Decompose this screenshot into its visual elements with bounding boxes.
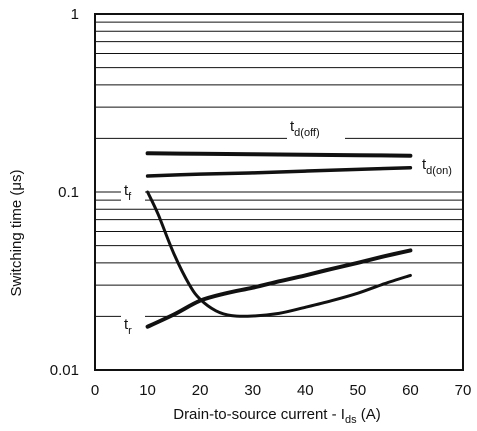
data-series <box>145 151 413 329</box>
y-tick-label: 1 <box>71 6 79 23</box>
y-tick-label: 0.01 <box>50 362 79 379</box>
series-label-doff: td(off) <box>290 118 320 139</box>
x-axis-title: Drain-to-source current - Ids (A) <box>173 406 381 426</box>
y-tick-label: 0.1 <box>58 184 79 201</box>
x-tick-label: 40 <box>297 382 314 399</box>
x-tick-label: 10 <box>139 382 156 399</box>
x-tick-label: 50 <box>350 382 367 399</box>
x-tick-label: 0 <box>91 382 99 399</box>
x-tick-label: 30 <box>244 382 261 399</box>
tick-labels: 0 10 20 30 40 50 60 70 0.01 0.1 1 <box>50 6 472 399</box>
gridlines <box>95 13 463 371</box>
series-line-r <box>145 248 413 329</box>
series-label-background <box>287 116 345 142</box>
series-line-don <box>145 165 413 178</box>
series-label-background <box>121 180 145 206</box>
x-tick-label: 20 <box>192 382 209 399</box>
series-label-r: tr <box>124 316 132 337</box>
series-labels: td(off) td(on) tf tr <box>121 116 452 340</box>
series-label-don: td(on) <box>422 156 452 177</box>
series-line-doff <box>145 151 413 158</box>
series-label-background <box>121 314 145 340</box>
series-line-f <box>146 190 412 318</box>
x-axis-title-subscript: ds <box>345 414 357 426</box>
x-axis-title-main: Drain-to-source current - I <box>173 406 345 423</box>
x-axis-title-unit: (A) <box>357 406 381 423</box>
x-tick-label: 70 <box>455 382 472 399</box>
plot-frame <box>94 13 464 371</box>
series-label-f: tf <box>124 182 132 203</box>
x-tick-label: 60 <box>402 382 419 399</box>
y-axis-title: Switching time (μs) <box>8 169 25 296</box>
